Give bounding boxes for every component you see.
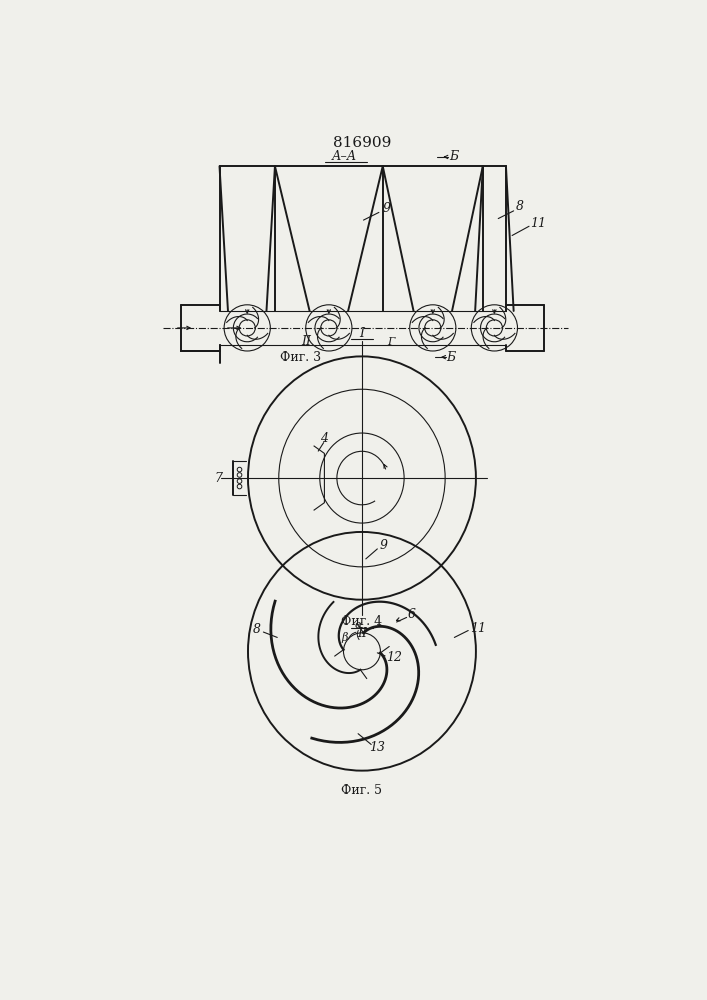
Text: Б: Б [446, 351, 455, 364]
Text: I: I [359, 327, 364, 340]
Text: 7: 7 [215, 472, 223, 485]
Text: 12: 12 [387, 651, 402, 664]
Text: 4: 4 [320, 432, 327, 445]
Text: Фиг. 5: Фиг. 5 [341, 784, 382, 797]
Text: 8: 8 [516, 200, 524, 213]
Text: 11: 11 [469, 622, 486, 635]
Text: А–А: А–А [332, 150, 357, 163]
Text: 816909: 816909 [333, 136, 391, 150]
Text: β: β [341, 632, 349, 643]
Text: α: α [354, 620, 362, 630]
Text: Фиг. 3: Фиг. 3 [280, 351, 321, 364]
Text: Г: Г [387, 337, 394, 347]
Text: 6: 6 [408, 608, 416, 621]
Text: II: II [357, 627, 367, 640]
Text: 9: 9 [382, 202, 390, 215]
Text: 13: 13 [369, 741, 385, 754]
Text: Б: Б [449, 150, 458, 163]
Text: II: II [300, 335, 311, 348]
Text: Фиг. 4: Фиг. 4 [341, 615, 382, 628]
Text: 9: 9 [380, 539, 387, 552]
Text: 8: 8 [253, 623, 261, 636]
Text: 11: 11 [530, 217, 547, 230]
